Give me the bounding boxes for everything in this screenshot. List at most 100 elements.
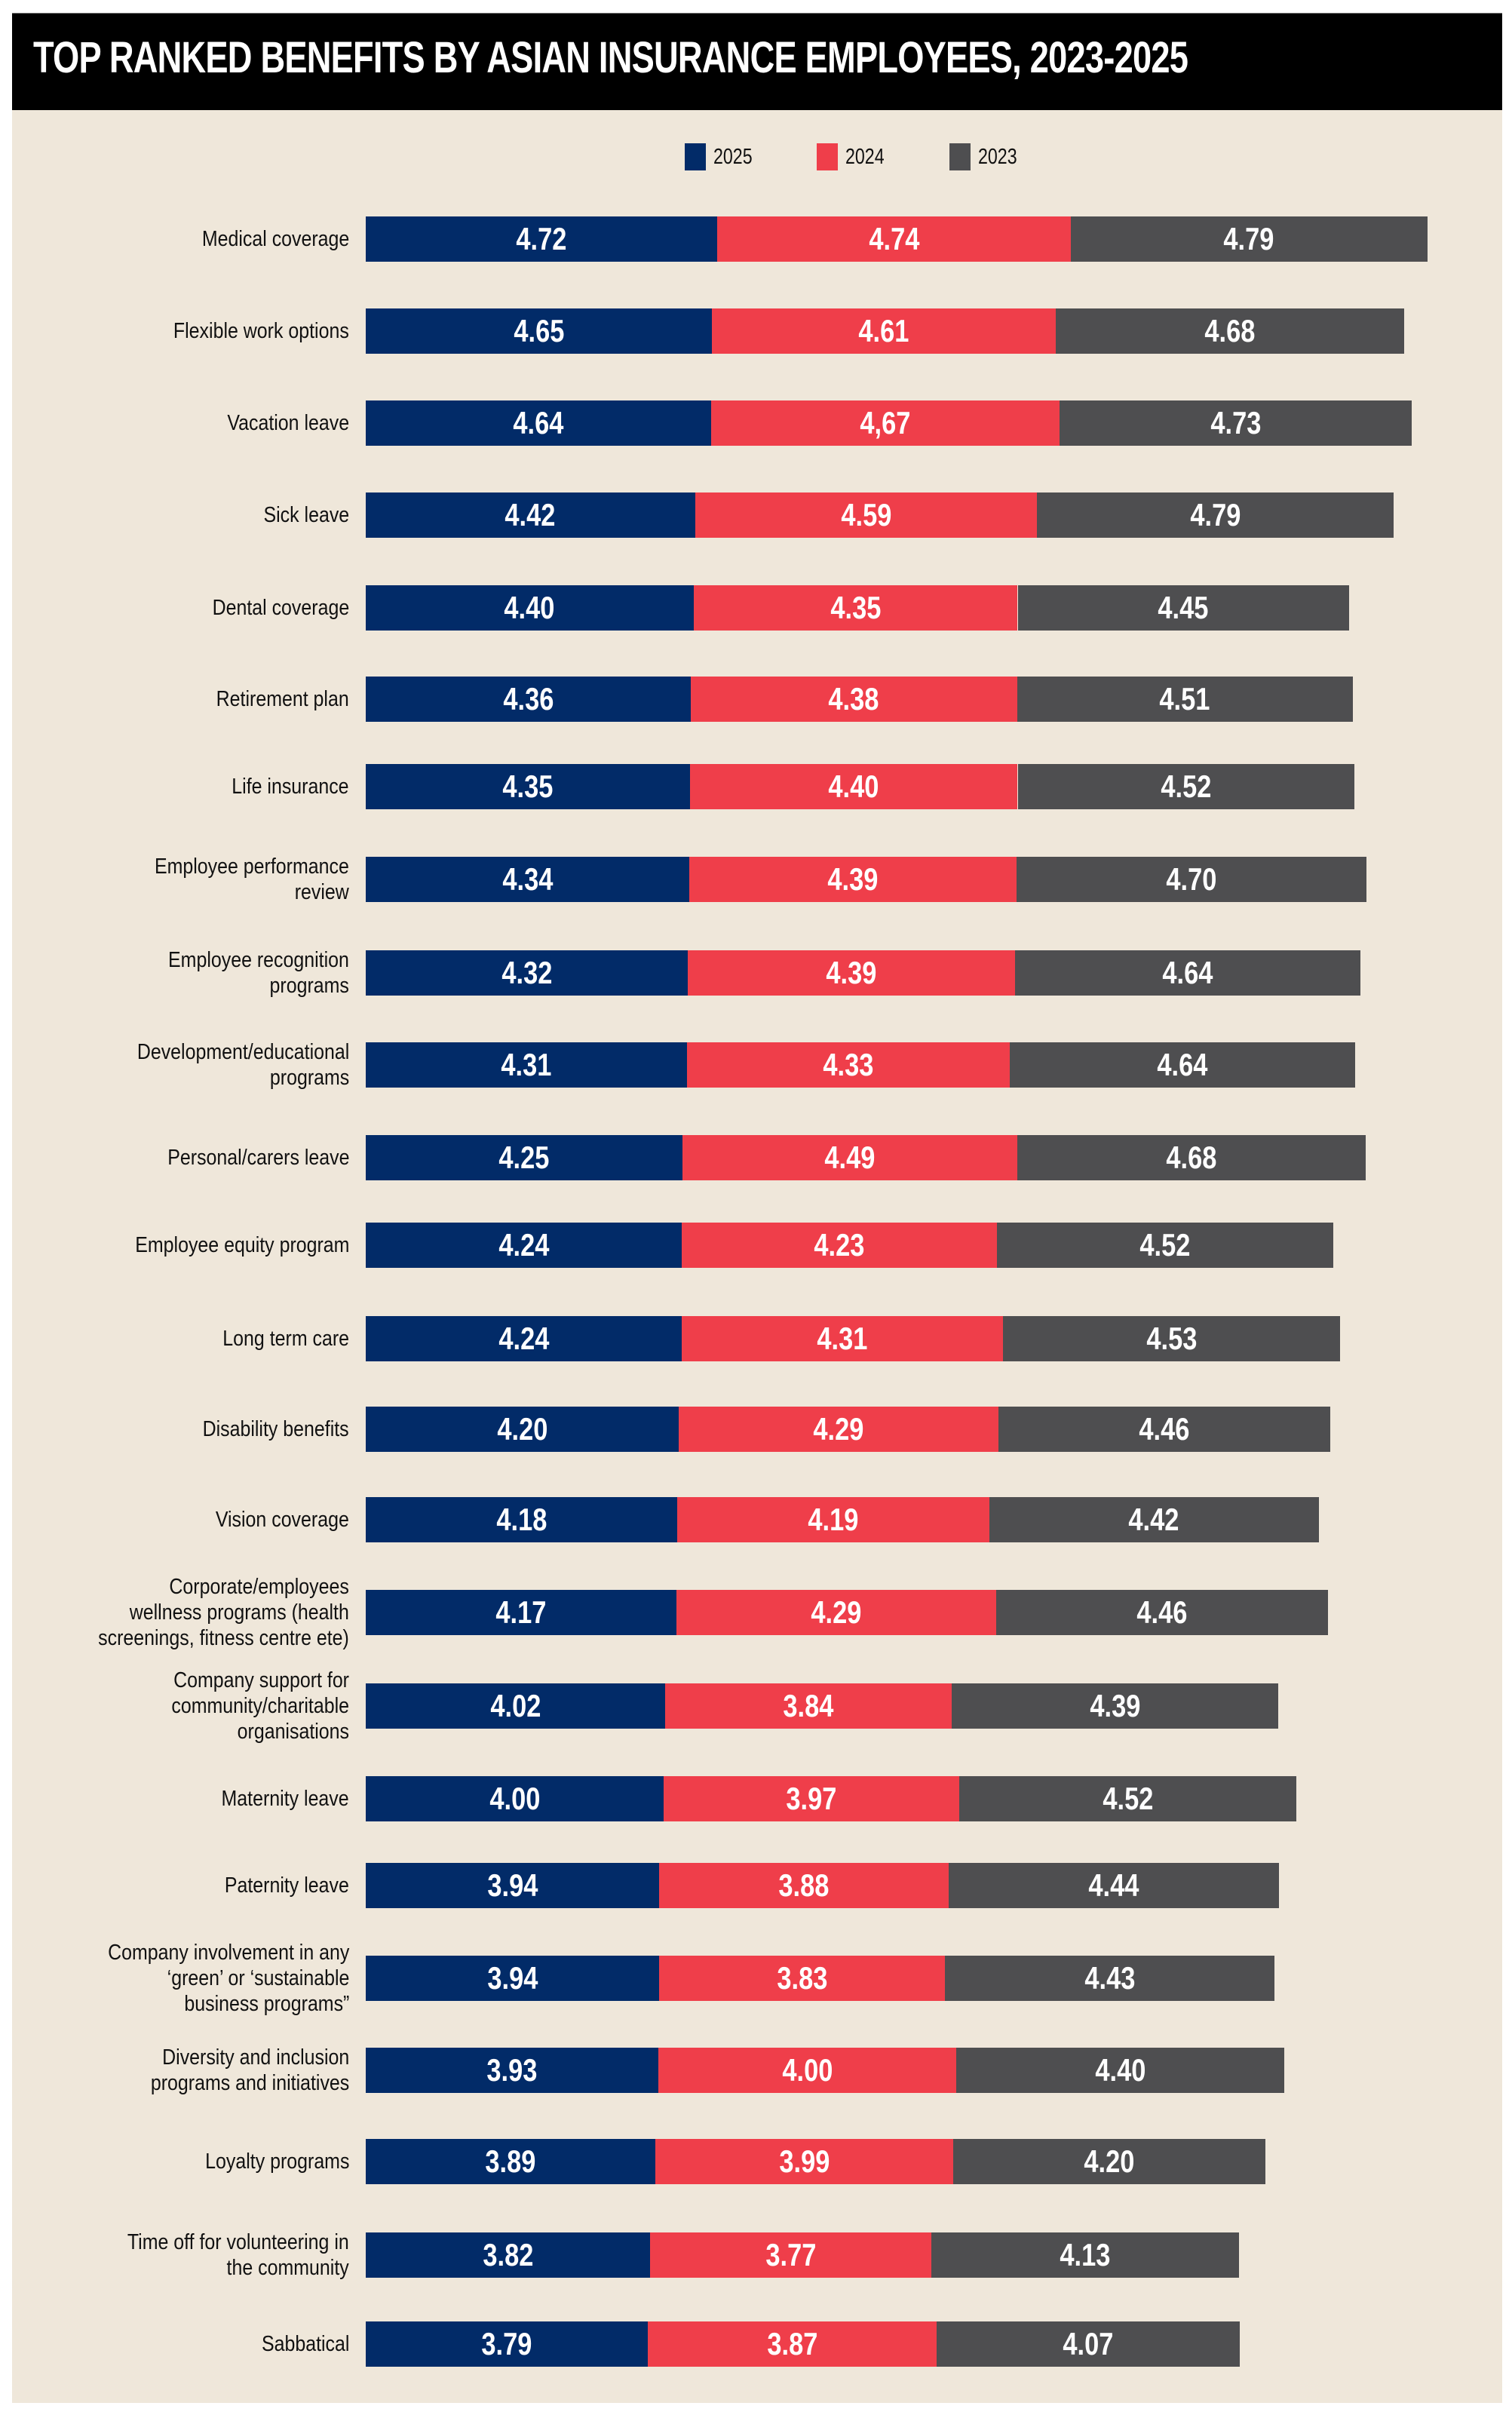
data-label: 4.39	[827, 861, 879, 897]
bar-segment-2025: 4.72	[366, 216, 718, 262]
bar-segment-2024: 4.39	[689, 857, 1017, 902]
data-label: 4.64	[1162, 955, 1213, 990]
category-label: Diversity and inclusion programs and init…	[151, 2045, 349, 2096]
bar-segment-2024: 4.40	[689, 764, 1018, 809]
data-label: 3.82	[483, 2237, 534, 2272]
category-label: Development/educational programs	[137, 1039, 349, 1091]
legend-label-2023: 2023	[978, 144, 1017, 169]
category-label-line: Employee performance	[155, 855, 349, 879]
data-label: 4.42	[505, 497, 556, 532]
category-label: Disability benefits	[203, 1416, 349, 1442]
bar-segment-2024: 4.29	[678, 1407, 998, 1452]
data-label: 4.32	[501, 955, 552, 990]
data-label: 4.73	[1210, 405, 1261, 440]
bar-segment-2024: 3.83	[659, 1956, 945, 2001]
data-label: 4.61	[858, 313, 909, 348]
bar-segment-2025: 3.93	[366, 2048, 659, 2093]
data-label: 4.52	[1161, 769, 1212, 804]
category-label: Maternity leave	[222, 1786, 349, 1812]
bar-segment-2023: 4.20	[952, 2139, 1266, 2184]
data-label: 4.72	[516, 221, 567, 256]
category-label-line: business programs”	[183, 1992, 349, 2016]
bar-segment-2024: 4.49	[682, 1135, 1017, 1180]
data-label: 3.88	[778, 1867, 830, 1903]
category-label-line: screenings, fitness centre ete)	[98, 1626, 349, 1650]
bar-segment-2023: 4.70	[1016, 857, 1366, 902]
category-label: Company support for community/charitable o…	[171, 1668, 349, 1744]
data-label: 4.49	[824, 1140, 876, 1175]
bar-segment-2023: 4.39	[951, 1683, 1279, 1729]
bar-segment-2025: 4.20	[366, 1407, 679, 1452]
bar-segment-2024: 4.23	[681, 1223, 997, 1268]
data-label: 4.44	[1088, 1867, 1139, 1903]
data-label: 3.87	[767, 2326, 818, 2361]
data-label: 4.35	[502, 769, 554, 804]
bar-segment-2024: 4.33	[686, 1042, 1010, 1088]
bar-segment-2024: 4.61	[712, 308, 1056, 354]
category-label-line: Vision coverage	[215, 1508, 349, 1532]
data-label: 4.31	[817, 1321, 868, 1356]
data-label: 4.68	[1166, 1140, 1217, 1175]
category-label: Employee equity program	[135, 1232, 349, 1258]
data-label: 4.36	[502, 681, 554, 717]
bar-segment-2024: 4.38	[690, 677, 1017, 722]
bar-segment-2025: 4.18	[366, 1497, 677, 1542]
category-label-line: Retirement plan	[216, 687, 349, 711]
data-label: 4.38	[828, 681, 879, 717]
legend-swatch-2023	[949, 143, 971, 170]
data-label: 4,67	[860, 405, 911, 440]
bar-segment-2025: 4.24	[366, 1223, 682, 1268]
category-label-line: Company support for	[173, 1668, 349, 1692]
category-label: Life insurance	[232, 774, 349, 799]
data-label: 4.79	[1223, 221, 1274, 256]
data-label: 4.00	[782, 2052, 833, 2088]
bar-segment-2024: 4.29	[676, 1590, 996, 1635]
category-label-line: Life insurance	[232, 775, 349, 799]
data-label: 4.39	[826, 955, 877, 990]
category-label-line: Flexible work options	[173, 319, 349, 343]
data-label: 4.40	[828, 769, 879, 804]
legend-label-2024: 2024	[845, 144, 885, 169]
category-label: Medical coverage	[202, 226, 349, 252]
bar-segment-2025: 4.65	[366, 308, 713, 354]
data-label: 3.97	[786, 1781, 837, 1816]
bar-segment-2023: 4.79	[1070, 216, 1428, 262]
title-bar: TOP RANKED BENEFITS BY ASIAN INSURANCE E…	[12, 13, 1502, 111]
legend-label-2025: 2025	[713, 144, 753, 169]
category-label-line: Medical coverage	[201, 227, 349, 251]
bar-segment-2023: 4.44	[948, 1863, 1280, 1908]
bar-segment-2023: 4.52	[996, 1223, 1334, 1268]
category-label: Loyalty programs	[205, 2149, 349, 2174]
bar-segment-2023: 4.53	[1002, 1316, 1341, 1361]
bar-segment-2023: 4.52	[1017, 764, 1355, 809]
bar-segment-2025: 4.31	[366, 1042, 687, 1088]
category-label: Dental coverage	[212, 595, 349, 621]
category-label-line: Sabbatical	[261, 2332, 349, 2356]
bar-segment-2024: 3.84	[665, 1683, 952, 1729]
data-label: 4.20	[496, 1411, 547, 1447]
bar-segment-2023: 4.45	[1017, 585, 1350, 631]
category-label-line: Development/educational	[136, 1040, 349, 1064]
legend-item-2024: 2024	[817, 142, 894, 172]
data-label: 4.64	[1157, 1047, 1208, 1082]
bar-segment-2023: 4.73	[1059, 400, 1412, 446]
category-label-line: programs	[269, 974, 349, 998]
bar-segment-2023: 4.13	[931, 2232, 1239, 2278]
data-label: 4.79	[1190, 497, 1241, 532]
data-label: 4.59	[840, 497, 891, 532]
category-label: Employee performance review	[155, 854, 349, 905]
data-label: 3.94	[487, 1867, 538, 1903]
bar-segment-2025: 4.24	[366, 1316, 682, 1361]
bar-segment-2023: 4.43	[944, 1956, 1275, 2001]
chart-title: TOP RANKED BENEFITS BY ASIAN INSURANCE E…	[33, 33, 1188, 82]
category-label: Corporate/employees wellness programs (he…	[98, 1574, 349, 1651]
data-label: 4.07	[1063, 2326, 1114, 2361]
data-label: 4.52	[1103, 1781, 1154, 1816]
bar-segment-2023: 4.40	[956, 2048, 1285, 2093]
category-label: Time off for volunteering in the communit…	[127, 2229, 349, 2281]
bar-segment-2025: 3.94	[366, 1956, 660, 2001]
data-label: 3.94	[487, 1960, 538, 1996]
data-label: 4.24	[498, 1321, 549, 1356]
bar-segment-2023: 4.07	[936, 2321, 1240, 2367]
category-label-line: Maternity leave	[221, 1787, 349, 1811]
